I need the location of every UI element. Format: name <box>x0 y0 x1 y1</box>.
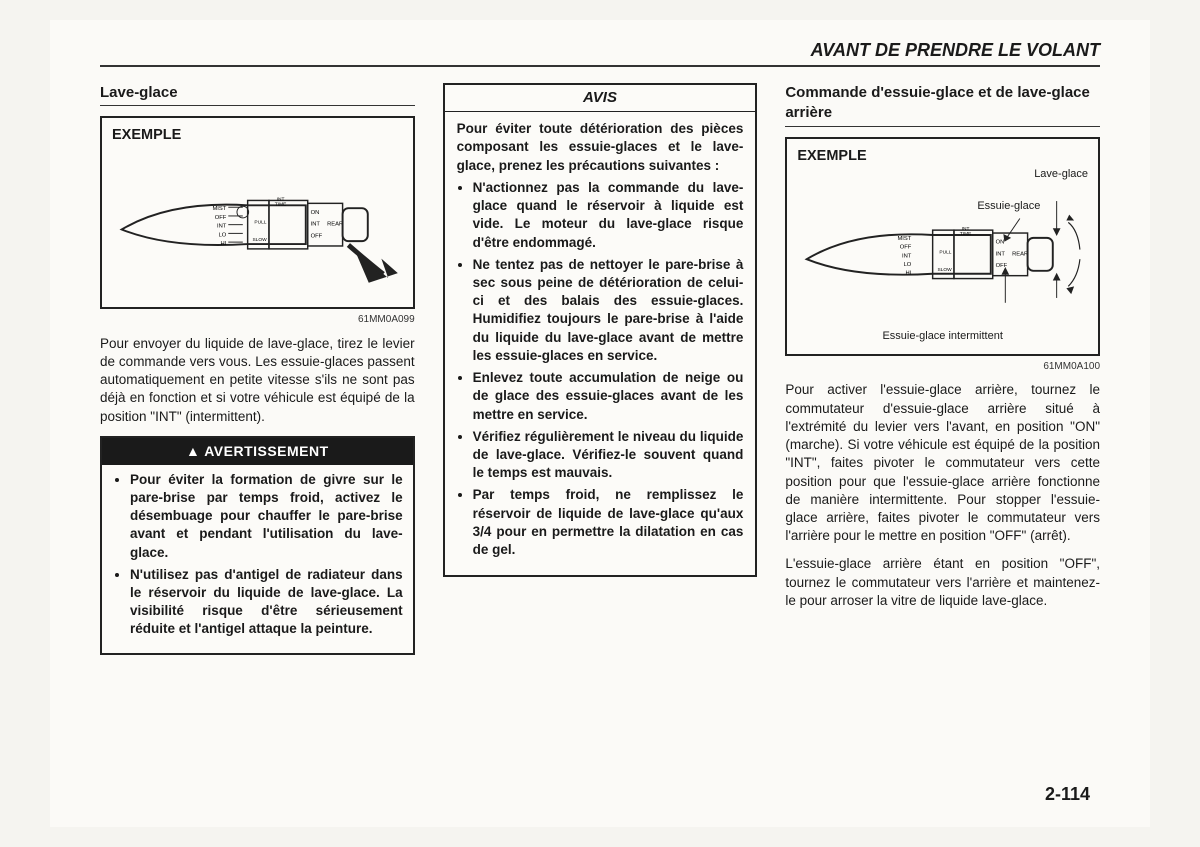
svg-text:TIME: TIME <box>960 231 972 237</box>
warning-heading: ▲ AVERTISSEMENT <box>102 438 413 465</box>
svg-text:TIME: TIME <box>275 201 287 207</box>
notice-item: N'actionnez pas la commande du lave-glac… <box>473 179 744 252</box>
svg-text:PULL: PULL <box>940 249 952 255</box>
para-col1: Pour envoyer du liquide de lave-glace, t… <box>100 335 415 426</box>
column-middle: AVIS Pour éviter toute détérioration des… <box>443 83 758 655</box>
warning-item: Pour éviter la formation de givre sur le… <box>130 471 403 562</box>
stalk-diagram-1: MIST OFF INT LO HI PULL SLOW INT TIME ON… <box>112 152 403 297</box>
svg-text:OFF: OFF <box>215 215 227 221</box>
notice-item: Enlevez toute accumulation de neige ou d… <box>473 369 744 424</box>
figure-label-1: EXEMPLE <box>112 126 403 146</box>
figure-code-1: 61MM0A099 <box>100 313 415 327</box>
annotation-essuieglace: Essuie-glace <box>977 199 1040 214</box>
figure-box-1: EXEMPLE MIST OFF INT LO HI PULL S <box>100 116 415 309</box>
para-col3-2: L'essuie-glace arrière étant en position… <box>785 555 1100 610</box>
svg-text:REAR: REAR <box>327 221 343 227</box>
svg-text:INT: INT <box>217 223 227 229</box>
svg-text:OFF: OFF <box>900 245 912 251</box>
notice-heading: AVIS <box>445 85 756 112</box>
svg-text:SLOW: SLOW <box>252 237 267 243</box>
svg-text:ON: ON <box>311 210 320 216</box>
svg-text:HI: HI <box>906 271 912 277</box>
svg-text:REAR: REAR <box>1012 251 1028 257</box>
svg-text:INT: INT <box>996 251 1006 257</box>
page-number: 2-114 <box>1045 784 1090 805</box>
warning-item: N'utilisez pas d'antigel de radiateur da… <box>130 566 403 639</box>
svg-text:OFF: OFF <box>311 233 323 239</box>
notice-item: Vérifiez régulièrement le niveau du liqu… <box>473 428 744 483</box>
figure-box-2: EXEMPLE Lave-glace Essuie-glace MIST OFF… <box>785 137 1100 356</box>
svg-text:LO: LO <box>219 232 227 238</box>
svg-text:HI: HI <box>221 241 227 247</box>
figure-label-2: EXEMPLE <box>797 147 1088 167</box>
svg-text:MIST: MIST <box>898 236 912 242</box>
notice-box: AVIS Pour éviter toute détérioration des… <box>443 83 758 577</box>
stalk-diagram-2: MIST OFF INT LO HI PULL SLOW INT TIME ON… <box>797 172 1088 327</box>
notice-list: N'actionnez pas la commande du lave-glac… <box>457 179 744 559</box>
column-right: Commande d'essuie-glace et de lave-glace… <box>785 83 1100 655</box>
svg-text:ON: ON <box>996 240 1005 246</box>
warning-list: Pour éviter la formation de givre sur le… <box>112 471 403 639</box>
figure-code-2: 61MM0A100 <box>785 360 1100 374</box>
warning-box: ▲ AVERTISSEMENT Pour éviter la formation… <box>100 436 415 655</box>
svg-text:PULL: PULL <box>254 220 266 226</box>
notice-intro: Pour éviter toute détérioration des pièc… <box>457 120 744 175</box>
notice-item: Ne tentez pas de nettoyer le pare-brise … <box>473 256 744 365</box>
page-header: AVANT DE PRENDRE LE VOLANT <box>100 40 1100 67</box>
annotation-intermittent: Essuie-glace intermittent <box>797 329 1088 344</box>
svg-text:SLOW: SLOW <box>938 267 953 273</box>
svg-text:MIST: MIST <box>212 206 226 212</box>
svg-text:OFF: OFF <box>996 263 1008 269</box>
columns: Lave-glace EXEMPLE MIST OFF INT LO HI <box>100 83 1100 655</box>
notice-item: Par temps froid, ne remplissez le réserv… <box>473 486 744 559</box>
svg-text:INT: INT <box>902 253 912 259</box>
section-title-laveglace: Lave-glace <box>100 83 415 106</box>
para-col3-1: Pour activer l'essuie-glace arrière, tou… <box>785 381 1100 545</box>
section-title-rear: Commande d'essuie-glace et de lave-glace… <box>785 83 1100 127</box>
column-left: Lave-glace EXEMPLE MIST OFF INT LO HI <box>100 83 415 655</box>
svg-text:LO: LO <box>904 262 912 268</box>
annotation-laveglace: Lave-glace <box>1034 167 1088 182</box>
svg-text:INT: INT <box>311 221 321 227</box>
